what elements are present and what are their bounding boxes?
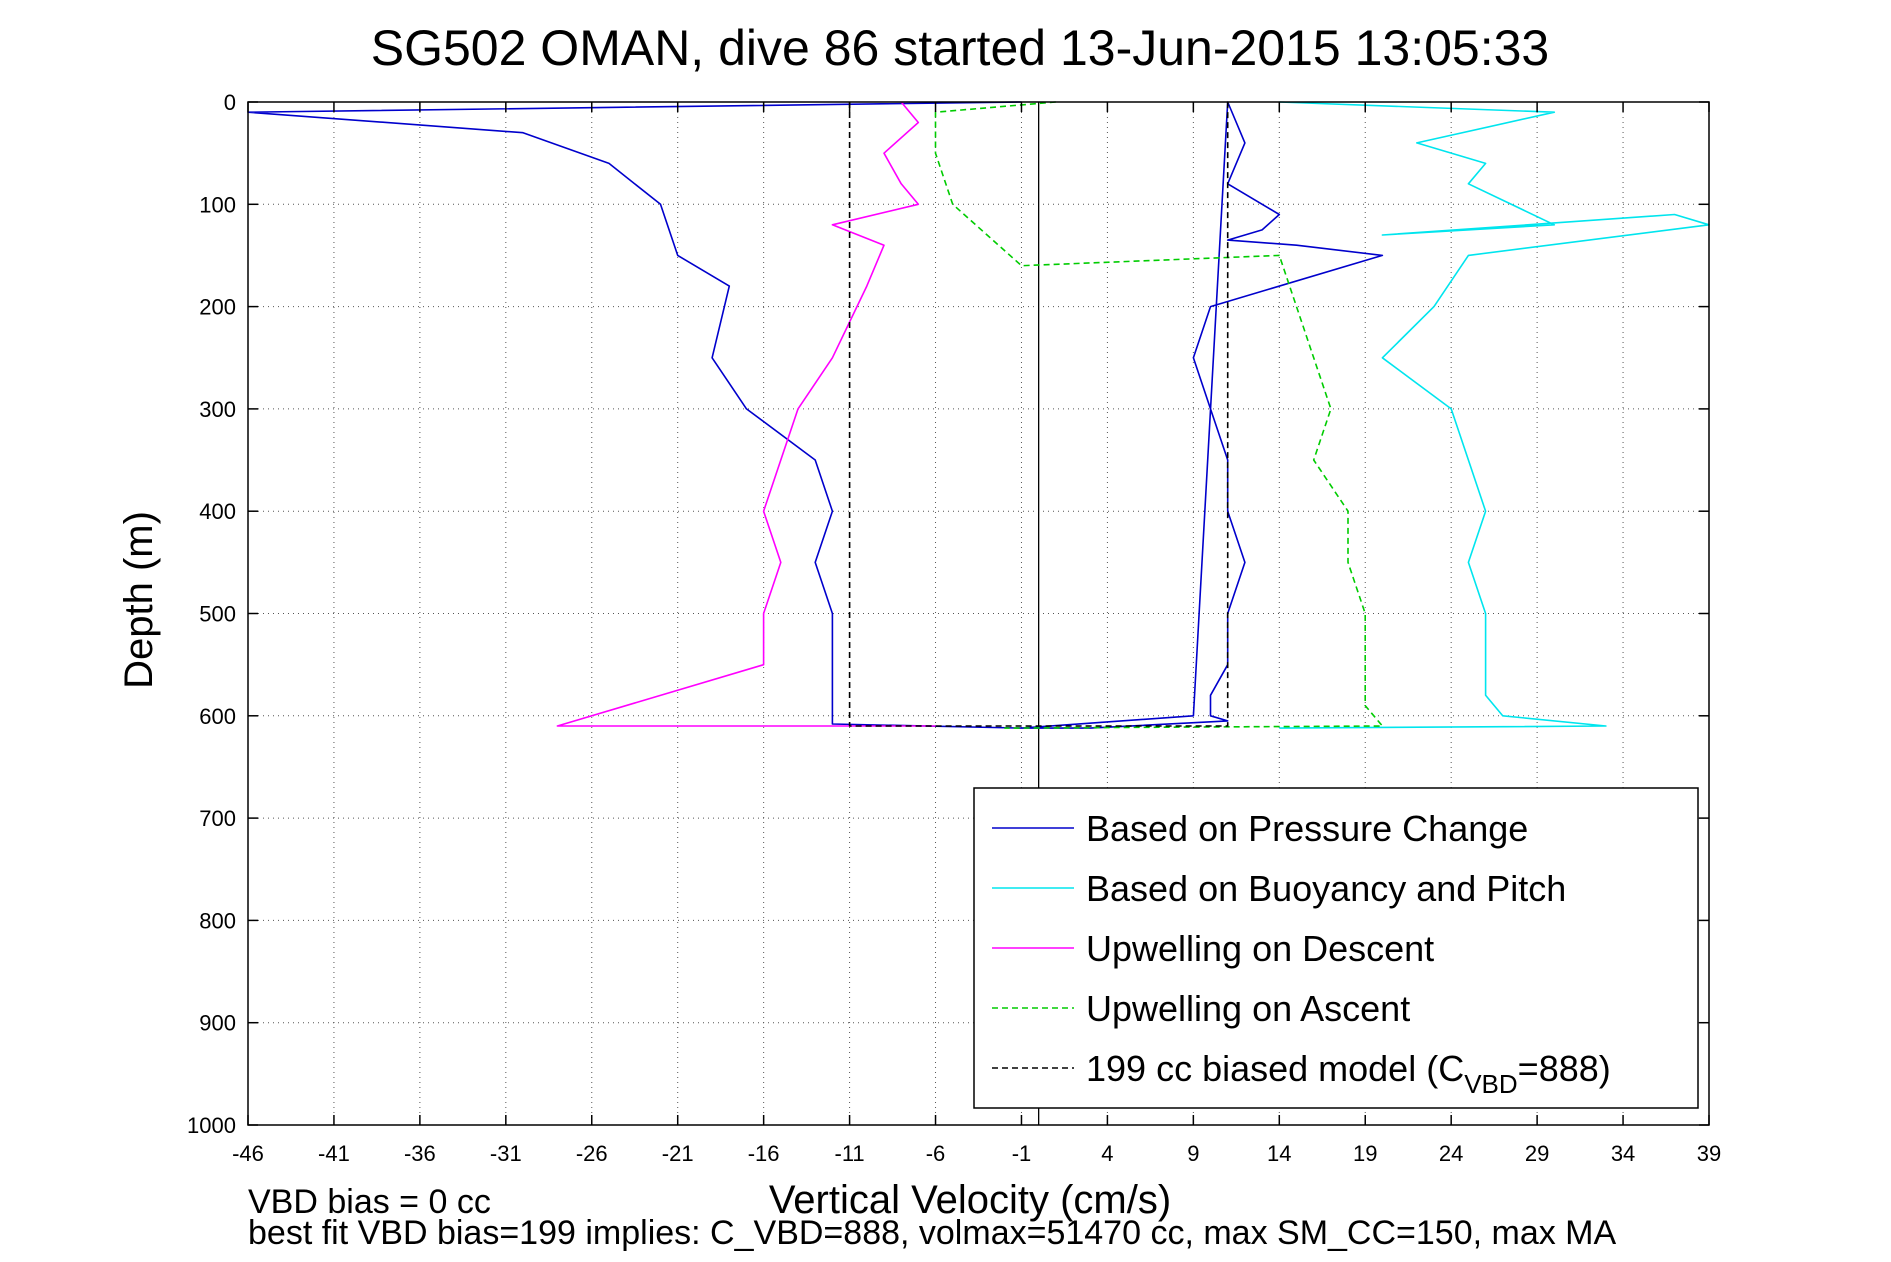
legend-label-3: Upwelling on Ascent [1086, 988, 1410, 1029]
x-tick-label: -1 [1012, 1141, 1032, 1166]
x-tick-label: -11 [835, 1141, 865, 1166]
y-tick-label: 500 [199, 602, 236, 627]
x-tick-label: 9 [1187, 1141, 1199, 1166]
x-tick-label: 34 [1611, 1141, 1635, 1166]
legend-box [973, 787, 1699, 1109]
y-tick-label: 100 [199, 192, 236, 217]
y-tick-label: 800 [199, 908, 236, 933]
x-tick-label: -16 [748, 1141, 780, 1166]
x-tick-label: -26 [576, 1141, 608, 1166]
x-ticks: -46 -41 -36 -31 -26 -21 -16 -11 -6 -1 4 9 14 19 24 29 34… [232, 102, 1721, 1166]
x-tick-label: -36 [404, 1141, 436, 1166]
x-tick-label: 4 [1101, 1141, 1113, 1166]
series-layer [247, 101, 1710, 729]
series-line-1 [1279, 101, 1710, 729]
x-tick-label: 19 [1353, 1141, 1377, 1166]
y-tick-label: 400 [199, 499, 236, 524]
x-tick-label: -46 [232, 1141, 264, 1166]
x-tick-label: -41 [318, 1141, 350, 1166]
x-tick-label: -21 [662, 1141, 694, 1166]
y-tick-label: 1000 [187, 1113, 236, 1138]
y-ticks: 0 100 200 300 400 500 600 700 800 900 1000 [187, 90, 1709, 1138]
legend-label-1: Based on Buoyancy and Pitch [1086, 868, 1566, 909]
series-line-3 [934, 101, 1384, 729]
y-tick-label: 700 [199, 806, 236, 831]
y-tick-label: 600 [199, 704, 236, 729]
x-tick-label: 39 [1697, 1141, 1721, 1166]
legend: Based on Pressure Change Based on Buoyanc… [973, 787, 1699, 1109]
x-tick-label: -31 [490, 1141, 522, 1166]
series-line-4 [848, 102, 1229, 727]
legend-label-0: Based on Pressure Change [1086, 808, 1528, 849]
x-tick-label: 29 [1525, 1141, 1549, 1166]
legend-label-2: Upwelling on Descent [1086, 928, 1434, 969]
x-tick-label: 24 [1439, 1141, 1463, 1166]
series-line-0 [247, 101, 1384, 729]
y-axis-label: Depth (m) [117, 511, 161, 689]
footer-line-2: best fit VBD bias=199 implies: C_VBD=888… [248, 1214, 1617, 1252]
series-line-2 [556, 101, 936, 727]
legend-label-4: 199 cc biased model (CVBD=888) [1086, 1048, 1611, 1099]
x-axis-label: Vertical Velocity (cm/s) [769, 1178, 1171, 1222]
x-tick-label: -6 [926, 1141, 946, 1166]
chart-title: SG502 OMAN, dive 86 started 13-Jun-2015 … [371, 20, 1550, 76]
y-tick-label: 200 [199, 295, 236, 320]
y-tick-label: 300 [199, 397, 236, 422]
y-tick-label: 900 [199, 1011, 236, 1036]
footer-line-1: VBD bias = 0 cc [248, 1183, 491, 1221]
x-tick-label: 14 [1267, 1141, 1291, 1166]
y-tick-label: 0 [224, 90, 236, 115]
